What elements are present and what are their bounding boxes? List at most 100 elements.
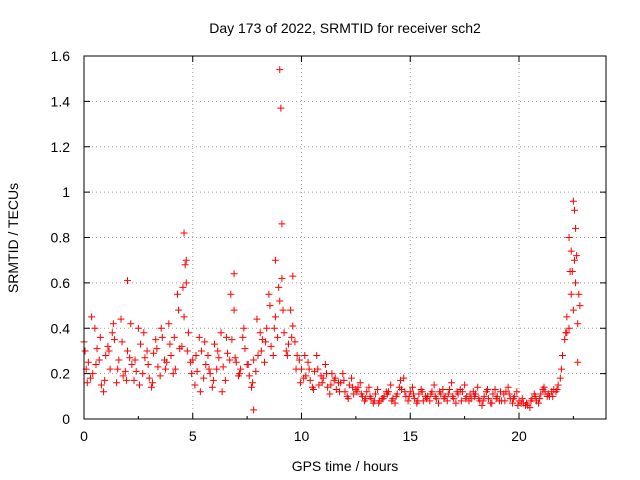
data-point xyxy=(96,333,104,341)
data-point xyxy=(109,320,117,328)
data-point xyxy=(387,381,395,389)
data-point xyxy=(549,392,557,400)
data-point xyxy=(249,379,257,387)
data-point xyxy=(114,365,122,373)
data-point xyxy=(531,392,539,400)
data-point xyxy=(301,351,309,359)
data-point xyxy=(462,395,470,403)
data-point xyxy=(309,386,317,394)
data-point xyxy=(557,365,565,373)
data-point xyxy=(170,333,178,341)
data-point xyxy=(317,372,325,380)
data-point xyxy=(449,392,457,400)
data-point xyxy=(480,392,488,400)
data-point xyxy=(569,306,577,314)
data-point xyxy=(474,383,482,391)
data-point xyxy=(276,297,284,305)
chart-title: Day 173 of 2022, SRMTID for receiver sch… xyxy=(209,20,481,36)
data-point xyxy=(457,397,465,405)
data-point xyxy=(91,324,99,332)
data-point xyxy=(576,302,584,310)
data-point xyxy=(570,256,578,264)
data-point xyxy=(431,392,439,400)
data-point xyxy=(485,395,493,403)
data-point xyxy=(277,104,285,112)
y-tick-label: 0.2 xyxy=(51,366,71,382)
data-point xyxy=(374,386,382,394)
data-point xyxy=(491,386,499,394)
data-point xyxy=(436,388,444,396)
data-point xyxy=(221,376,229,384)
data-point xyxy=(240,324,248,332)
data-point xyxy=(353,388,361,396)
data-point xyxy=(87,374,95,382)
data-point xyxy=(540,383,548,391)
data-point xyxy=(340,376,348,384)
data-point xyxy=(156,372,164,380)
data-point xyxy=(504,383,512,391)
data-point xyxy=(408,383,416,391)
data-point xyxy=(554,381,562,389)
data-point xyxy=(510,395,518,403)
x-tick-label: 0 xyxy=(80,428,88,444)
y-axis-label: SRMTID / TECUs xyxy=(5,183,21,293)
data-point xyxy=(83,379,91,387)
data-point xyxy=(154,363,162,371)
data-point xyxy=(165,320,173,328)
data-point xyxy=(296,379,304,387)
y-tick-label: 1.6 xyxy=(51,48,71,64)
data-point xyxy=(430,381,438,389)
data-point xyxy=(535,399,543,407)
data-point xyxy=(288,333,296,341)
data-point xyxy=(101,376,109,384)
data-point xyxy=(183,347,191,355)
data-point xyxy=(171,365,179,373)
data-point xyxy=(153,345,161,353)
data-point xyxy=(567,247,575,255)
data-point xyxy=(363,388,371,396)
data-point xyxy=(370,397,378,405)
data-point xyxy=(230,270,238,278)
data-point xyxy=(574,320,582,328)
data-point xyxy=(182,256,190,264)
data-point xyxy=(518,395,526,403)
data-point xyxy=(213,365,221,373)
data-point xyxy=(331,374,339,382)
data-point xyxy=(119,372,127,380)
data-point xyxy=(166,340,174,348)
data-point xyxy=(227,290,235,298)
data-point xyxy=(130,376,138,384)
data-point xyxy=(379,395,387,403)
data-point xyxy=(180,229,188,237)
data-point xyxy=(226,356,234,364)
data-point xyxy=(565,234,573,241)
data-point xyxy=(181,261,189,269)
data-point xyxy=(245,372,253,380)
data-point xyxy=(291,338,299,346)
data-point xyxy=(278,274,286,282)
data-point xyxy=(349,383,357,391)
data-point xyxy=(313,351,321,359)
data-point xyxy=(497,388,505,396)
data-point xyxy=(314,365,322,373)
data-point xyxy=(483,386,491,394)
data-point xyxy=(196,388,204,396)
data-point xyxy=(289,322,297,330)
data-point xyxy=(392,392,400,400)
data-point xyxy=(126,354,134,362)
data-point xyxy=(488,399,496,407)
data-point xyxy=(344,395,352,403)
data-point xyxy=(410,390,418,398)
y-tick-label: 1.2 xyxy=(51,139,71,155)
data-point xyxy=(121,367,129,375)
data-point xyxy=(339,370,347,378)
data-point xyxy=(336,388,344,396)
data-point xyxy=(84,358,92,366)
data-point xyxy=(247,383,255,391)
data-point xyxy=(572,224,580,232)
data-point xyxy=(553,386,561,394)
data-point xyxy=(365,383,373,391)
y-tick-label: 0.4 xyxy=(51,320,71,336)
data-point xyxy=(141,354,149,362)
